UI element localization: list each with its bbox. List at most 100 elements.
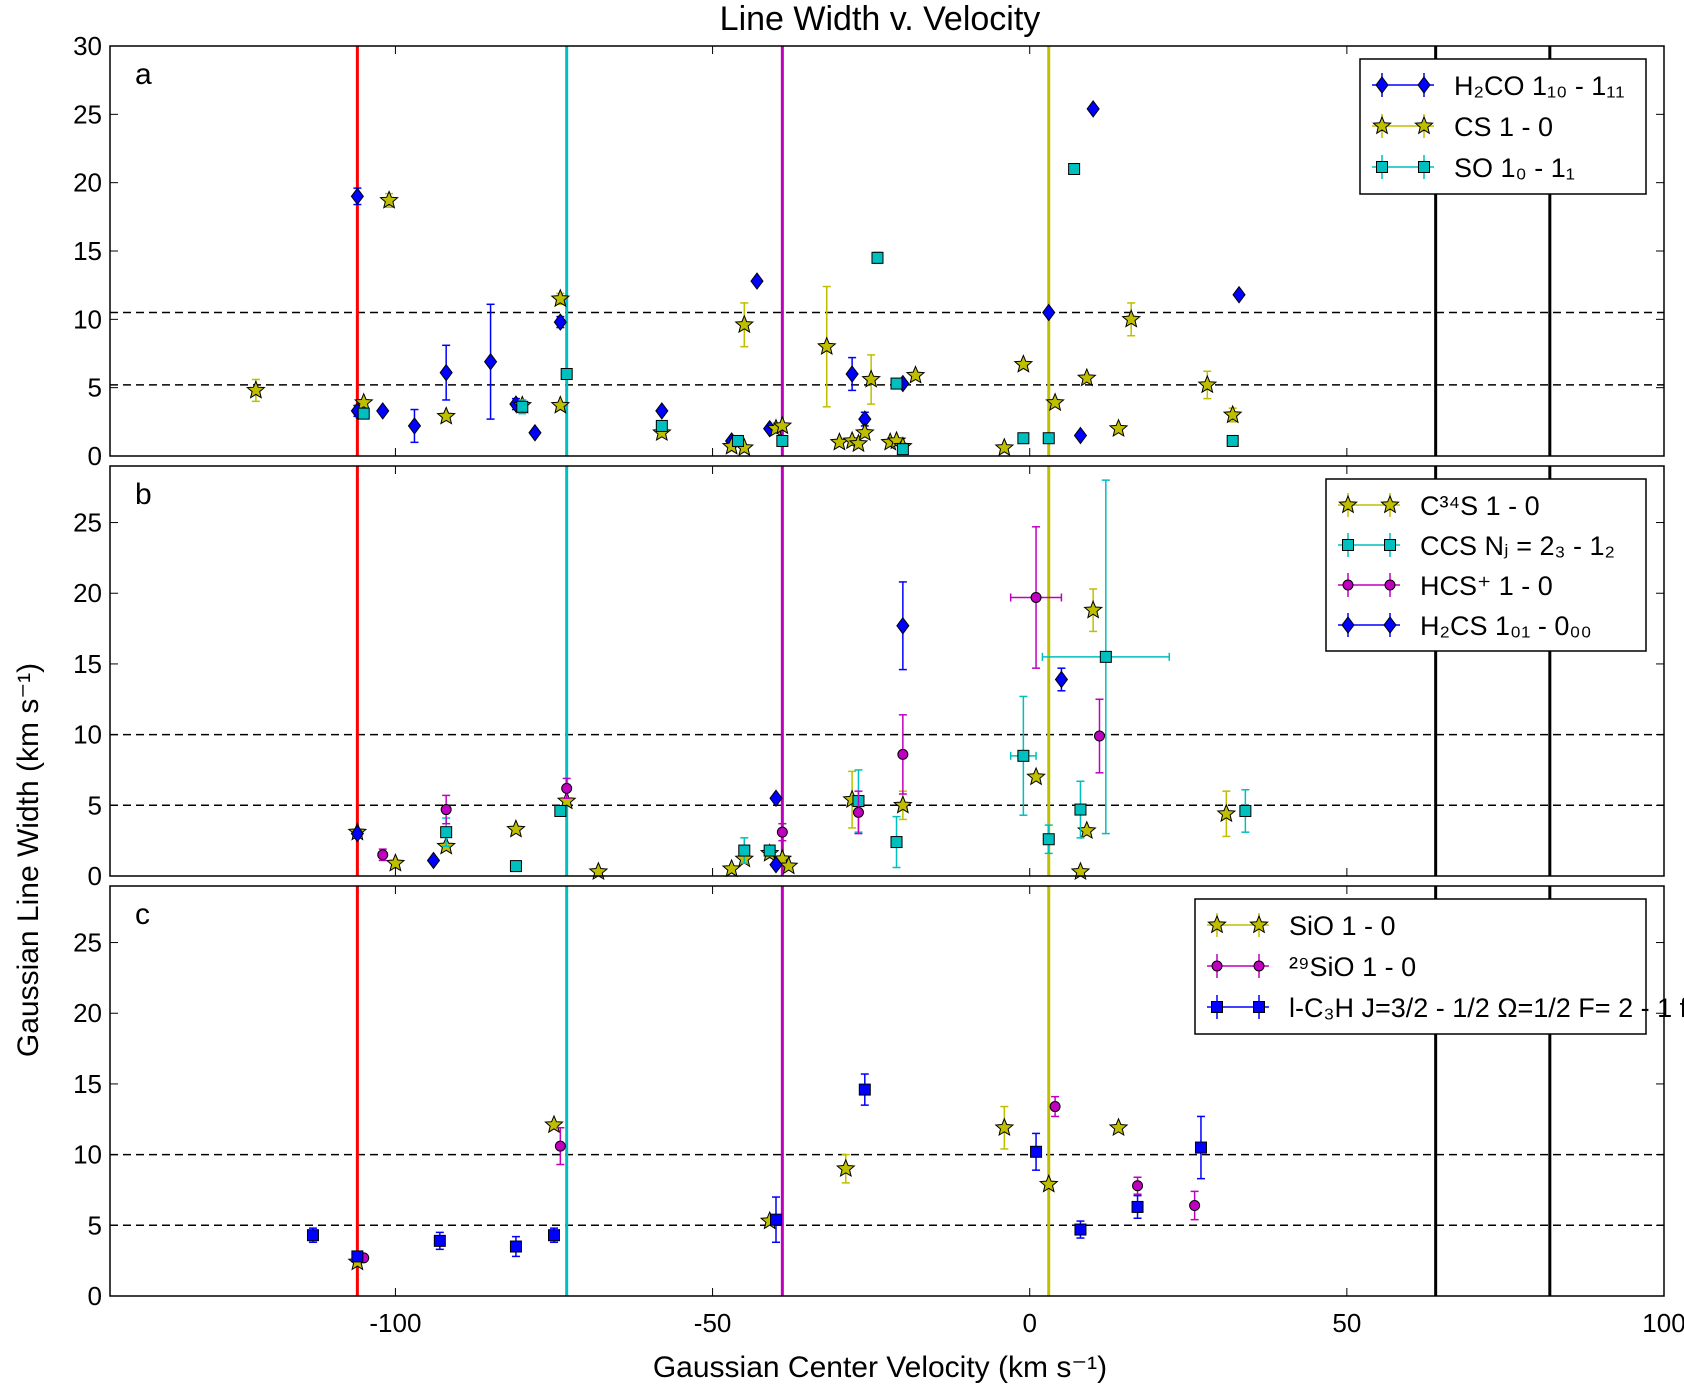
legend-marker — [1342, 579, 1354, 591]
legend-label: CS 1 - 0 — [1454, 112, 1553, 142]
panel-frame — [109, 465, 1665, 877]
data-point — [1108, 418, 1129, 437]
data-point — [1073, 426, 1088, 445]
data-point — [544, 1114, 564, 1134]
legend-marker — [1211, 960, 1223, 972]
data-point — [1216, 803, 1237, 823]
y-tick-label: 0 — [88, 441, 102, 471]
data-point — [407, 417, 422, 435]
data-point — [357, 407, 370, 420]
y-tick-label: 10 — [73, 1140, 102, 1170]
data-point — [509, 1240, 522, 1253]
legend-label: C³⁴S 1 - 0 — [1420, 491, 1540, 521]
series-square — [440, 479, 1252, 873]
data-point — [734, 314, 755, 334]
data-point — [1194, 1141, 1207, 1154]
data-point — [509, 860, 522, 873]
y-tick-label: 5 — [88, 790, 102, 820]
legend-marker — [1417, 76, 1431, 94]
y-tick-label: 25 — [73, 508, 102, 538]
chart-panels: 0 5 10 15 20 25 30 a H₂CO 1₁₀ - 1₁₁ CS 1 - 0 SO 1₀… — [73, 31, 1684, 1311]
data-point — [890, 836, 903, 849]
data-point — [1076, 367, 1097, 387]
legend-marker — [1253, 1001, 1265, 1013]
data-point — [1222, 404, 1243, 424]
data-point — [1042, 303, 1056, 322]
legend: C³⁴S 1 - 0 CCS Nⱼ = 2₃ - 1₂ HCS⁺ 1 - 0 H₂CS… — [1325, 478, 1647, 652]
x-tick-label: -50 — [694, 1308, 732, 1338]
data-point — [1042, 432, 1055, 445]
legend-label: l-C₃H J=3/2 - 1/2 Ω=1/2 F= 2 - 1 f — [1289, 993, 1684, 1023]
data-point — [353, 392, 374, 412]
y-tick-label: 0 — [88, 1281, 102, 1311]
data-point — [560, 368, 573, 380]
data-point — [994, 437, 1015, 457]
x-tick-label: 100 — [1642, 1308, 1684, 1338]
panel-a: 0 5 10 15 20 25 30 a H₂CO 1₁₀ - 1₁₁ CS 1 - 0 SO 1₀… — [73, 31, 1665, 471]
data-point — [561, 782, 573, 794]
legend-marker — [1384, 539, 1396, 551]
data-point — [1074, 1223, 1087, 1236]
data-point — [350, 187, 364, 206]
data-point — [306, 1229, 319, 1242]
data-point — [893, 794, 913, 814]
series-circle — [377, 526, 1105, 862]
data-point — [835, 1158, 856, 1178]
data-point — [506, 818, 526, 838]
data-point — [440, 804, 452, 816]
data-point — [550, 288, 571, 308]
legend: SiO 1 - 0 ²⁹SiO 1 - 0 l-C₃H J=3/2 - 1/2 Ω=… — [1194, 898, 1684, 1035]
legend-label: SiO 1 - 0 — [1289, 911, 1396, 941]
data-point — [1132, 1180, 1144, 1192]
data-point — [351, 1250, 364, 1263]
legend-frame — [1194, 898, 1647, 1035]
data-point — [350, 824, 364, 843]
legend-marker — [1376, 161, 1388, 173]
legend-marker — [1207, 914, 1227, 934]
x-tick-label: 50 — [1332, 1308, 1361, 1338]
data-point — [1074, 803, 1087, 816]
data-point — [1131, 1200, 1144, 1213]
legend-label: ²⁹SiO 1 - 0 — [1289, 952, 1416, 982]
data-point — [994, 1117, 1015, 1137]
legend-label: HCS⁺ 1 - 0 — [1420, 571, 1553, 601]
legend-label: SO 1₀ - 1₁ — [1454, 153, 1575, 183]
data-point — [426, 851, 441, 870]
data-point — [1042, 833, 1055, 846]
y-tick-label: 25 — [73, 99, 102, 129]
data-point — [845, 365, 859, 383]
data-point — [1121, 308, 1142, 328]
x-axis-ticks: -100 -50 0 50 100 — [369, 1308, 1684, 1338]
legend-marker — [1341, 616, 1355, 634]
data-point — [1226, 434, 1239, 447]
data-point — [550, 395, 571, 414]
data-point — [1054, 670, 1069, 689]
legend-marker — [1380, 494, 1400, 514]
data-point — [1017, 749, 1030, 762]
legend-marker — [1211, 1001, 1223, 1013]
y-tick-label: 20 — [73, 168, 102, 198]
legend-marker — [1375, 76, 1389, 94]
data-point — [554, 1140, 566, 1152]
legend-marker — [1253, 960, 1265, 972]
x-tick-label: -100 — [369, 1308, 421, 1338]
y-tick-label: 25 — [73, 928, 102, 958]
legend-marker — [1249, 914, 1269, 934]
y-tick-label: 20 — [73, 998, 102, 1028]
legend-marker — [1414, 115, 1434, 135]
data-point — [528, 423, 542, 442]
data-point — [516, 400, 529, 413]
data-point — [897, 748, 909, 760]
data-point — [376, 402, 390, 420]
y-tick-label: 10 — [73, 304, 102, 334]
data-point — [1197, 374, 1218, 394]
y-tick-label: 5 — [88, 1210, 102, 1240]
legend-marker — [1338, 494, 1358, 514]
data-point — [1189, 1200, 1201, 1212]
legend-marker — [1384, 579, 1396, 591]
legend-marker — [1372, 115, 1392, 135]
data-point — [385, 852, 406, 872]
legend-frame — [1325, 478, 1647, 652]
panel-frame — [109, 885, 1665, 1297]
panel-c: 0 5 10 15 20 25 c SiO 1 - 0 ²⁹SiO 1 - 0 l-C₃H J=3… — [73, 885, 1684, 1311]
